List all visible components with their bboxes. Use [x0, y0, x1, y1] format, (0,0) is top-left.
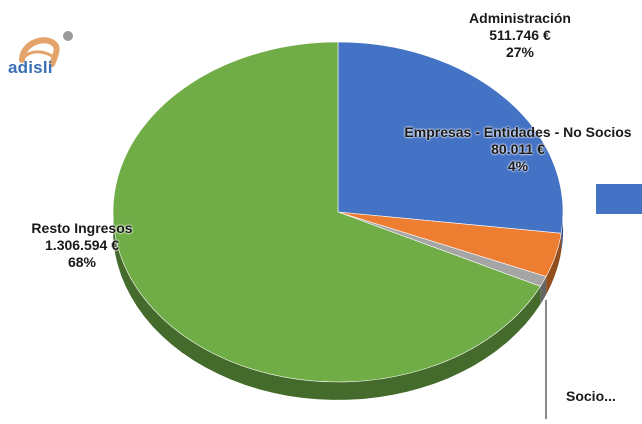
slice-value-resto: 1.306.594 € [45, 237, 119, 253]
slice-name-resto: Resto Ingresos [31, 220, 133, 236]
slice-value-administracion: 511.746 € [489, 27, 551, 43]
slice-side-socio [540, 276, 547, 305]
pie-sides [113, 212, 563, 400]
slice-label-administracion: Administración 511.746 € 27% [420, 10, 620, 61]
slice-resto-ingresos [112, 41, 541, 383]
slice-label-socio: Socio... [566, 388, 642, 405]
slice-administraci-n [337, 41, 564, 234]
slice-percent-empresas: 4% [507, 158, 529, 174]
legend-swatch-administracion [596, 184, 642, 214]
pie-tops [112, 41, 564, 383]
slice-side-administraci-n [561, 212, 563, 252]
slice-value-empresas: 80.011 € [491, 141, 545, 157]
slice-name-empresas: Empresas - Entidades - No Socios [404, 124, 632, 140]
slice-label-empresas: Empresas - Entidades - No Socios 80.011 … [402, 124, 634, 175]
slice-name-administracion: Administración [469, 10, 571, 26]
slice-name-socio: Socio... [566, 388, 616, 404]
adisli-logo-icon [19, 31, 73, 67]
slice-percent-administracion: 27% [505, 44, 535, 60]
slice-percent-resto: 68% [67, 254, 97, 270]
logo-text: adisli [8, 58, 53, 77]
slice-label-resto: Resto Ingresos 1.306.594 € 68% [4, 220, 160, 271]
slice-side-empresas-entidades-no-socios [546, 233, 562, 295]
